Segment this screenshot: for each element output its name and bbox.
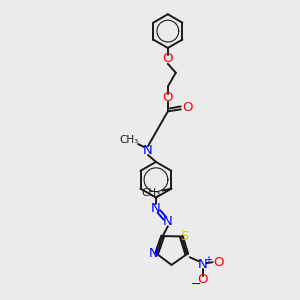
Text: O: O (182, 101, 193, 114)
Text: N: N (163, 215, 173, 228)
Text: N: N (143, 143, 153, 157)
Text: O: O (213, 256, 224, 269)
Text: CH₃: CH₃ (120, 135, 139, 145)
Text: O: O (163, 91, 173, 104)
Text: N: N (198, 258, 208, 271)
Text: N: N (151, 202, 161, 215)
Text: −: − (190, 278, 201, 290)
Text: O: O (197, 274, 208, 286)
Text: S: S (180, 230, 188, 243)
Text: +: + (204, 255, 212, 265)
Text: O: O (163, 52, 173, 65)
Text: N: N (149, 247, 158, 260)
Text: CH₃: CH₃ (141, 188, 160, 198)
